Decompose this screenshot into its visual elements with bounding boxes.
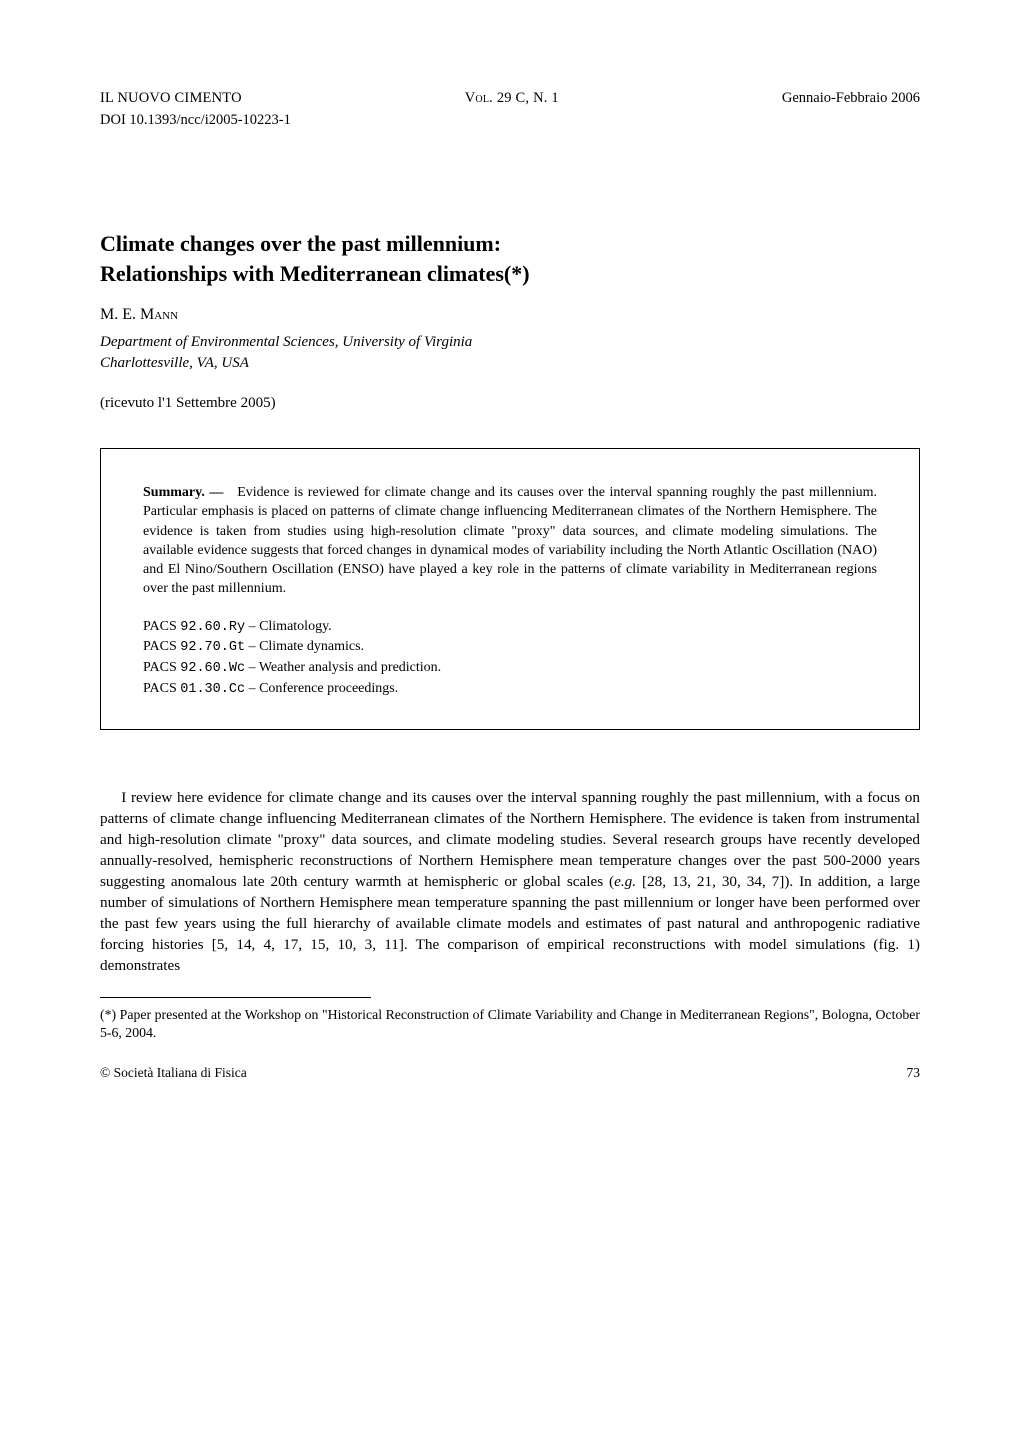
received-date: (ricevuto l'1 Settembre 2005) xyxy=(100,395,920,412)
journal-name: IL NUOVO CIMENTO xyxy=(100,90,242,107)
pacs-desc: Weather analysis and prediction. xyxy=(259,660,441,675)
summary-box: Summary. — Evidence is reviewed for clim… xyxy=(100,448,920,730)
summary-body: Evidence is reviewed for climate change … xyxy=(143,485,877,597)
pacs-code: 92.60.Ry xyxy=(180,620,245,635)
summary-paragraph: Summary. — Evidence is reviewed for clim… xyxy=(143,483,877,599)
footnote-rule xyxy=(100,997,371,998)
title-line-2: Relationships with Mediterranean climate… xyxy=(100,261,530,286)
pacs-code: 92.70.Gt xyxy=(180,640,245,655)
pacs-desc: Climatology. xyxy=(259,619,332,634)
title-line-1: Climate changes over the past millennium… xyxy=(100,231,501,256)
body-eg-italic: e.g. xyxy=(614,873,636,890)
author-name: M. E. Mann xyxy=(100,306,920,324)
pacs-code: 01.30.Cc xyxy=(180,682,245,697)
pacs-code: 92.60.Wc xyxy=(180,661,245,676)
page-number: 73 xyxy=(907,1065,921,1081)
copyright-line: © Società Italiana di Fisica xyxy=(100,1065,247,1081)
author-affiliation: Department of Environmental Sciences, Un… xyxy=(100,332,920,373)
page-footer: © Società Italiana di Fisica 73 xyxy=(100,1065,920,1081)
pacs-desc: Climate dynamics. xyxy=(259,639,364,654)
pacs-line: PACS 92.60.Wc – Weather analysis and pre… xyxy=(143,658,877,679)
volume-label: Vol. 29 C, N. 1 xyxy=(465,90,559,107)
volume-text: Vol. 29 C, N. 1 xyxy=(465,90,559,106)
footnote-text: (*) Paper presented at the Workshop on "… xyxy=(100,1006,920,1043)
issue-date: Gennaio-Febbraio 2006 xyxy=(782,90,920,107)
affiliation-line-1: Department of Environmental Sciences, Un… xyxy=(100,334,472,350)
running-header: IL NUOVO CIMENTO Vol. 29 C, N. 1 Gennaio… xyxy=(100,90,920,107)
pacs-line: PACS 92.60.Ry – Climatology. xyxy=(143,617,877,638)
pacs-line: PACS 92.70.Gt – Climate dynamics. xyxy=(143,637,877,658)
summary-label: Summary. — xyxy=(143,485,223,500)
affiliation-line-2: Charlottesville, VA, USA xyxy=(100,355,249,371)
paper-title: Climate changes over the past millennium… xyxy=(100,229,920,288)
pacs-desc: Conference proceedings. xyxy=(259,681,398,696)
pacs-line: PACS 01.30.Cc – Conference proceedings. xyxy=(143,679,877,700)
doi-line: DOI 10.1393/ncc/i2005-10223-1 xyxy=(100,112,920,129)
body-paragraph-1: I review here evidence for climate chang… xyxy=(100,788,920,977)
